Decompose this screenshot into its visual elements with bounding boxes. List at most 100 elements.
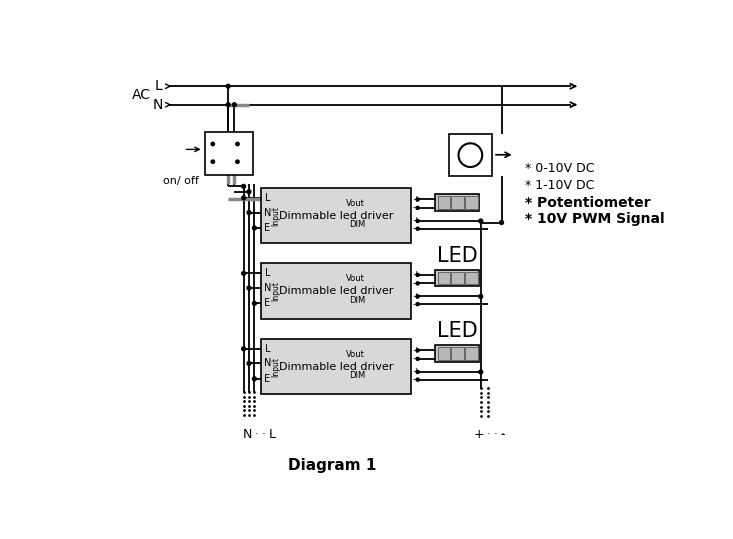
Text: L: L bbox=[155, 79, 163, 93]
Text: N: N bbox=[264, 358, 271, 369]
Text: * 0-10V DC: * 0-10V DC bbox=[525, 162, 594, 175]
Text: Dimmable led driver: Dimmable led driver bbox=[279, 286, 394, 296]
Bar bbox=[449, 134, 492, 176]
Text: Vout: Vout bbox=[347, 199, 365, 208]
Text: Dimmable led driver: Dimmable led driver bbox=[279, 362, 394, 371]
Text: -: - bbox=[412, 224, 416, 233]
Text: E: E bbox=[265, 223, 270, 233]
Text: +: + bbox=[412, 292, 420, 301]
Text: LED: LED bbox=[437, 321, 477, 341]
Bar bbox=[205, 133, 253, 175]
Circle shape bbox=[479, 219, 483, 223]
Circle shape bbox=[247, 362, 251, 365]
Text: AC: AC bbox=[132, 88, 151, 102]
Circle shape bbox=[242, 272, 246, 275]
Bar bbox=[438, 272, 451, 284]
Circle shape bbox=[252, 226, 257, 230]
Circle shape bbox=[416, 378, 419, 381]
Bar bbox=[435, 270, 479, 286]
Text: -: - bbox=[412, 203, 416, 212]
Circle shape bbox=[242, 347, 246, 351]
Text: Input: Input bbox=[271, 356, 281, 377]
Text: DIM: DIM bbox=[349, 371, 365, 380]
Text: -: - bbox=[412, 375, 416, 384]
Text: +: + bbox=[474, 428, 485, 441]
Text: +: + bbox=[412, 346, 420, 355]
Text: -: - bbox=[412, 279, 416, 288]
Text: -: - bbox=[412, 300, 416, 309]
Circle shape bbox=[236, 160, 239, 163]
Circle shape bbox=[500, 220, 504, 224]
Circle shape bbox=[211, 142, 215, 146]
Circle shape bbox=[242, 196, 246, 200]
Bar bbox=[465, 196, 478, 209]
Bar bbox=[452, 196, 464, 209]
Circle shape bbox=[479, 294, 483, 299]
Text: -: - bbox=[412, 354, 416, 363]
Circle shape bbox=[226, 84, 230, 88]
Bar bbox=[438, 347, 451, 360]
Bar bbox=[262, 188, 411, 243]
Text: Vout: Vout bbox=[347, 274, 365, 283]
Text: +: + bbox=[412, 271, 420, 279]
Bar bbox=[262, 339, 411, 394]
Text: +: + bbox=[412, 217, 420, 225]
Text: L: L bbox=[265, 193, 270, 203]
Text: · · ·: · · · bbox=[487, 429, 505, 439]
Circle shape bbox=[211, 160, 215, 163]
Bar bbox=[262, 264, 411, 319]
Text: Vout: Vout bbox=[347, 350, 365, 358]
Circle shape bbox=[247, 286, 251, 290]
Text: LED: LED bbox=[437, 246, 477, 266]
Text: E: E bbox=[265, 374, 270, 384]
Text: * 10V PWM Signal: * 10V PWM Signal bbox=[525, 212, 664, 226]
Bar bbox=[452, 347, 464, 360]
Circle shape bbox=[416, 219, 419, 223]
Text: L: L bbox=[265, 344, 270, 354]
Text: DIM: DIM bbox=[349, 220, 365, 229]
Circle shape bbox=[416, 295, 419, 298]
Bar bbox=[435, 194, 479, 211]
Circle shape bbox=[242, 184, 246, 188]
Circle shape bbox=[416, 370, 419, 374]
Text: * Potentiometer: * Potentiometer bbox=[525, 196, 650, 210]
Bar bbox=[465, 272, 478, 284]
Text: N: N bbox=[264, 283, 271, 293]
Bar bbox=[435, 345, 479, 362]
Circle shape bbox=[416, 357, 419, 361]
Text: Input: Input bbox=[271, 281, 281, 301]
Circle shape bbox=[232, 103, 236, 107]
Text: N: N bbox=[264, 208, 271, 218]
Bar bbox=[438, 196, 451, 209]
Circle shape bbox=[416, 349, 419, 352]
Text: L: L bbox=[265, 268, 270, 278]
Text: DIM: DIM bbox=[349, 296, 365, 305]
Bar bbox=[465, 347, 478, 360]
Circle shape bbox=[226, 103, 230, 107]
Circle shape bbox=[416, 302, 419, 306]
Text: N: N bbox=[152, 98, 163, 112]
Text: +: + bbox=[412, 195, 420, 204]
Bar bbox=[452, 272, 464, 284]
Circle shape bbox=[236, 142, 239, 146]
Circle shape bbox=[247, 211, 251, 215]
Text: -: - bbox=[501, 428, 505, 441]
Text: +: + bbox=[412, 368, 420, 376]
Text: * 1-10V DC: * 1-10V DC bbox=[525, 179, 594, 192]
Circle shape bbox=[416, 206, 419, 210]
Circle shape bbox=[479, 370, 483, 374]
Text: E: E bbox=[265, 299, 270, 308]
Text: Dimmable led driver: Dimmable led driver bbox=[279, 211, 394, 220]
Circle shape bbox=[252, 301, 257, 305]
Circle shape bbox=[416, 227, 419, 230]
Text: Diagram 1: Diagram 1 bbox=[288, 458, 376, 473]
Circle shape bbox=[416, 273, 419, 277]
Circle shape bbox=[416, 282, 419, 285]
Text: N: N bbox=[243, 428, 252, 441]
Circle shape bbox=[247, 190, 251, 194]
Text: · · ·: · · · bbox=[255, 429, 273, 439]
Text: L: L bbox=[269, 428, 276, 441]
Circle shape bbox=[252, 377, 257, 381]
Circle shape bbox=[416, 198, 419, 201]
Text: Input: Input bbox=[271, 205, 281, 226]
